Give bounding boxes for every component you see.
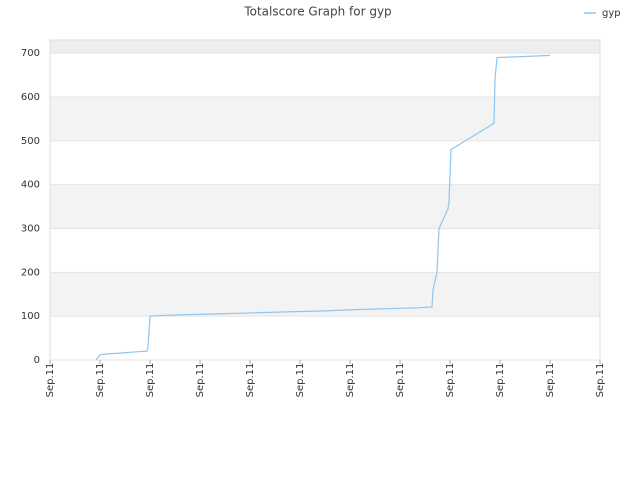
- x-tick-label: Sep.11: [495, 363, 506, 398]
- x-tick-label: Sep.11: [145, 363, 156, 398]
- x-tick-label: Sep.11: [445, 363, 456, 398]
- x-tick-label: Sep.11: [295, 363, 306, 398]
- y-tick-label: 700: [21, 48, 40, 59]
- x-tick-label: Sep.11: [245, 363, 256, 398]
- y-tick-label: 100: [21, 311, 40, 322]
- legend-label: gyp: [602, 8, 621, 19]
- grid-band: [50, 272, 600, 317]
- x-tick-label: Sep.11: [345, 363, 356, 398]
- x-tick-label: Sep.11: [95, 363, 106, 398]
- grid-band: [50, 140, 600, 185]
- y-tick-label: 400: [21, 180, 40, 191]
- chart-title: Totalscore Graph for gyp: [243, 5, 391, 19]
- x-tick-label: Sep.11: [45, 363, 56, 398]
- grid-band: [50, 316, 600, 360]
- grid-band: [50, 40, 600, 54]
- grid-band: [50, 184, 600, 229]
- y-tick-label: 0: [34, 355, 40, 366]
- x-tick-label: Sep.11: [595, 363, 606, 398]
- y-tick-label: 300: [21, 223, 40, 234]
- x-tick-label: Sep.11: [545, 363, 556, 398]
- x-tick-label: Sep.11: [395, 363, 406, 398]
- line: [95, 54, 551, 361]
- grid-band: [50, 53, 600, 97]
- y-tick-label: 500: [21, 136, 40, 147]
- y-tick-label: 600: [21, 92, 40, 103]
- y-tick-label: 200: [21, 267, 40, 278]
- grid-band: [50, 228, 600, 273]
- grid-band: [50, 96, 600, 141]
- x-tick-label: Sep.11: [195, 363, 206, 398]
